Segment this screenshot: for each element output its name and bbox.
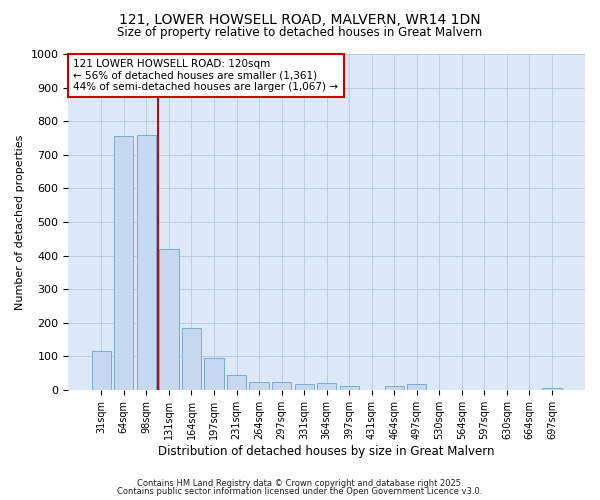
X-axis label: Distribution of detached houses by size in Great Malvern: Distribution of detached houses by size … bbox=[158, 444, 495, 458]
Text: Size of property relative to detached houses in Great Malvern: Size of property relative to detached ho… bbox=[118, 26, 482, 39]
Bar bbox=[227, 374, 246, 390]
Bar bbox=[250, 382, 269, 390]
Bar bbox=[340, 386, 359, 390]
Text: 121, LOWER HOWSELL ROAD, MALVERN, WR14 1DN: 121, LOWER HOWSELL ROAD, MALVERN, WR14 1… bbox=[119, 12, 481, 26]
Y-axis label: Number of detached properties: Number of detached properties bbox=[15, 134, 25, 310]
Text: Contains HM Land Registry data © Crown copyright and database right 2025.: Contains HM Land Registry data © Crown c… bbox=[137, 478, 463, 488]
Bar bbox=[295, 384, 314, 390]
Text: 121 LOWER HOWSELL ROAD: 120sqm
← 56% of detached houses are smaller (1,361)
44% : 121 LOWER HOWSELL ROAD: 120sqm ← 56% of … bbox=[73, 59, 338, 92]
Bar bbox=[114, 136, 133, 390]
Bar bbox=[92, 351, 111, 390]
Bar bbox=[272, 382, 291, 390]
Bar bbox=[385, 386, 404, 390]
Bar bbox=[182, 328, 201, 390]
Bar bbox=[542, 388, 562, 390]
Bar bbox=[137, 134, 156, 390]
Text: Contains public sector information licensed under the Open Government Licence v3: Contains public sector information licen… bbox=[118, 487, 482, 496]
Bar bbox=[205, 358, 224, 390]
Bar bbox=[317, 383, 336, 390]
Bar bbox=[160, 249, 179, 390]
Bar bbox=[407, 384, 427, 390]
